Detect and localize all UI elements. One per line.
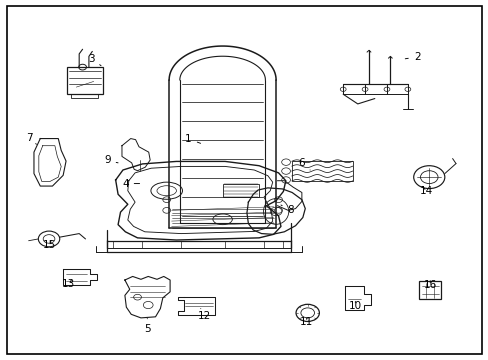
Text: 16: 16: [423, 280, 436, 291]
Bar: [291, 161, 352, 181]
Text: 15: 15: [42, 240, 56, 250]
Bar: [71, 94, 98, 98]
Text: 5: 5: [143, 319, 150, 334]
Text: 9: 9: [104, 156, 118, 165]
Bar: [418, 281, 440, 299]
Text: 2: 2: [405, 52, 420, 62]
Text: 14: 14: [419, 186, 432, 197]
Text: 6: 6: [298, 158, 309, 170]
Text: 10: 10: [348, 301, 361, 311]
Text: 8: 8: [281, 205, 293, 215]
Bar: [66, 67, 103, 94]
Text: 1: 1: [185, 134, 200, 144]
Text: 3: 3: [88, 54, 101, 66]
Text: 7: 7: [26, 133, 36, 144]
Text: 11: 11: [300, 317, 313, 327]
Text: 4: 4: [122, 179, 140, 189]
Bar: [222, 184, 259, 197]
Text: 13: 13: [62, 279, 75, 289]
Text: 12: 12: [198, 309, 211, 321]
